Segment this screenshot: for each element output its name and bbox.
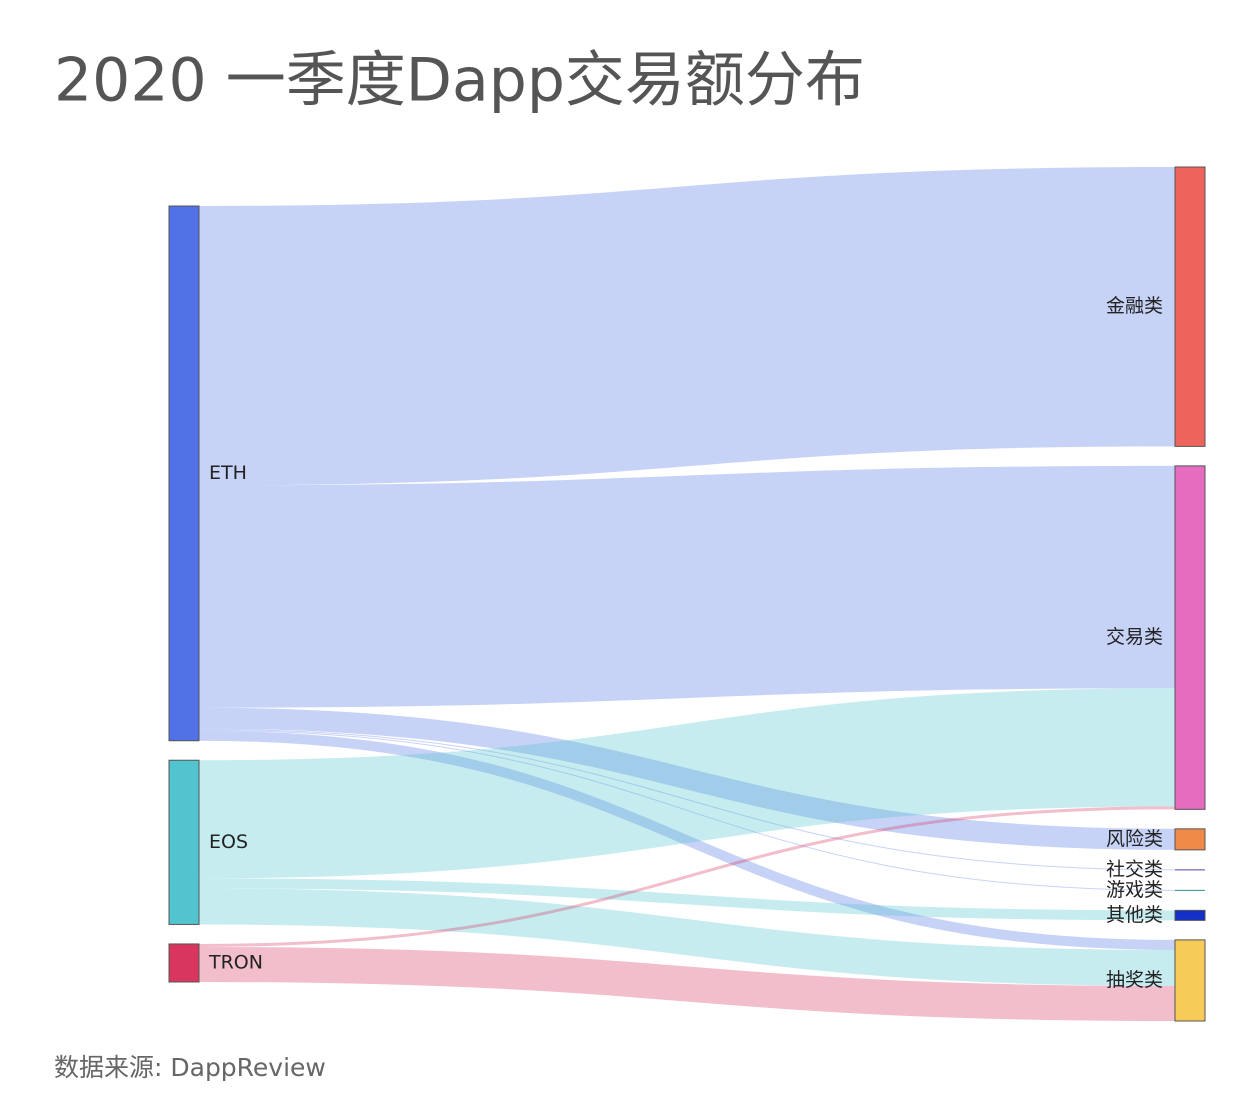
link (198, 167, 1176, 486)
node-label: 游戏类 (1106, 879, 1163, 901)
node (1175, 889, 1205, 891)
node-label: 其他类 (1106, 904, 1163, 926)
link (198, 888, 1176, 986)
node (1175, 869, 1205, 871)
node-label: 社交类 (1106, 858, 1163, 880)
links (198, 167, 1176, 1022)
node-label: 风险类 (1106, 828, 1163, 850)
link (198, 730, 1176, 950)
link (198, 878, 1176, 921)
chart-title: 2020 一季度Dapp交易额分布 (54, 46, 865, 116)
node (168, 759, 200, 925)
node-label: 交易类 (1106, 626, 1163, 648)
link (198, 946, 1176, 1022)
node (168, 943, 200, 983)
link (198, 707, 1176, 850)
link (198, 729, 1176, 891)
link (198, 688, 1176, 879)
source-note: 数据来源: DappReview (54, 1053, 326, 1082)
node (168, 205, 200, 742)
node-label: 金融类 (1106, 295, 1163, 317)
node (1174, 909, 1206, 921)
node-label: 抽奖类 (1106, 969, 1163, 991)
node-label: TRON (208, 951, 263, 973)
link (198, 465, 1176, 708)
node-label: EOS (209, 831, 248, 853)
link (198, 806, 1176, 947)
node (1174, 939, 1206, 1022)
node (1174, 828, 1206, 851)
node (1174, 465, 1206, 810)
node (1174, 166, 1206, 447)
link (198, 728, 1176, 871)
node-label: ETH (209, 462, 247, 484)
